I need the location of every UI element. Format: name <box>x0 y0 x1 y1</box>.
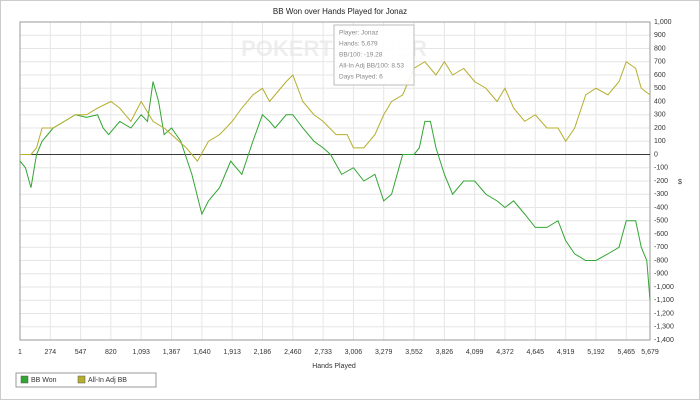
series-line <box>20 60 651 163</box>
y-tick-label: -500 <box>654 218 668 225</box>
x-tick-label: 274 <box>44 349 56 356</box>
y-tick-label: -400 <box>654 204 668 211</box>
x-tick-label: 547 <box>75 349 87 356</box>
x-tick-label: 3,552 <box>405 349 423 356</box>
x-tick-label: 2,733 <box>314 349 332 356</box>
y-tick-label: 500 <box>654 85 666 92</box>
y-tick-label: 600 <box>654 72 666 79</box>
plot-border <box>19 21 651 341</box>
x-tick-label: 1,640 <box>193 349 211 356</box>
x-tick-label: 1,367 <box>163 349 181 356</box>
y-tick-label: -700 <box>654 244 668 251</box>
legend-swatch <box>20 375 29 384</box>
x-tick-label: 4,372 <box>496 349 514 356</box>
y-tick-label: -1,200 <box>654 310 674 317</box>
legend-swatch <box>77 375 86 384</box>
y-tick-label: -1,400 <box>654 337 674 344</box>
x-tick-label: 3,006 <box>345 349 363 356</box>
series-line <box>19 81 651 301</box>
y-tick-label: -1,300 <box>654 324 674 331</box>
x-tick-label: 1,093 <box>132 349 150 356</box>
legend <box>15 372 157 388</box>
x-tick-label: 820 <box>105 349 117 356</box>
x-tick-label: 3,826 <box>436 349 454 356</box>
x-tick-label: 4,919 <box>557 349 575 356</box>
plot: -1,400 -1,300 -1,200 -1,100 -1,000 -900 -800 -7… <box>18 19 674 356</box>
tooltip-line: BB/100: -19.28 <box>339 52 383 59</box>
y-tick-label: 900 <box>654 32 666 39</box>
y-axis-label: $ <box>678 179 682 186</box>
y-tick-label: -200 <box>654 178 668 185</box>
tooltip-line: Hands: 5,679 <box>339 41 378 48</box>
y-tick-label: 700 <box>654 59 666 66</box>
legend-items: BB Won All-In Adj BB <box>20 375 127 384</box>
tooltip-line: All-In Adj BB/100: 8.53 <box>339 63 404 70</box>
y-tick-label: -1,000 <box>654 284 674 291</box>
y-tick-label: -800 <box>654 257 668 264</box>
x-tick-label: 3,279 <box>375 349 393 356</box>
x-tick-label: 4,645 <box>527 349 545 356</box>
x-tick-label: 1,913 <box>223 349 241 356</box>
x-tick-label: 5,465 <box>617 349 635 356</box>
y-tick-label: 0 <box>654 151 658 158</box>
x-tick-label: 5,192 <box>587 349 605 356</box>
legend-label: All-In Adj BB <box>88 377 127 384</box>
y-tick-label: 100 <box>654 138 666 145</box>
legend-label: BB Won <box>31 377 57 384</box>
tooltip-line: Player: Jonaz <box>339 30 378 37</box>
y-tick-label: 800 <box>654 45 666 52</box>
tooltip <box>333 24 415 86</box>
x-tick-label: 2,460 <box>284 349 302 356</box>
tooltip-line: Days Played: 6 <box>339 74 383 81</box>
x-axis-label: Hands Played <box>312 363 356 370</box>
y-tick-label: -900 <box>654 271 668 278</box>
x-tick-label: 1 <box>18 349 22 356</box>
y-tick-label: -100 <box>654 165 668 172</box>
x-tick-label: 2,186 <box>254 349 272 356</box>
y-tick-label: 200 <box>654 125 666 132</box>
y-tick-label: 400 <box>654 98 666 105</box>
x-tick-label: 5,679 <box>641 349 659 356</box>
y-tick-label: -300 <box>654 191 668 198</box>
y-tick-label: -600 <box>654 231 668 238</box>
y-tick-label: 1,000 <box>654 19 672 26</box>
tooltip-text: Player: Jonaz Hands: 5,679 BB/100: -19.28 A… <box>339 30 404 81</box>
y-tick-label: -1,100 <box>654 297 674 304</box>
chart-title: BB Won over Hands Played for Jonaz <box>273 7 407 16</box>
y-tick-label: 300 <box>654 112 666 119</box>
x-tick-label: 4,099 <box>466 349 484 356</box>
